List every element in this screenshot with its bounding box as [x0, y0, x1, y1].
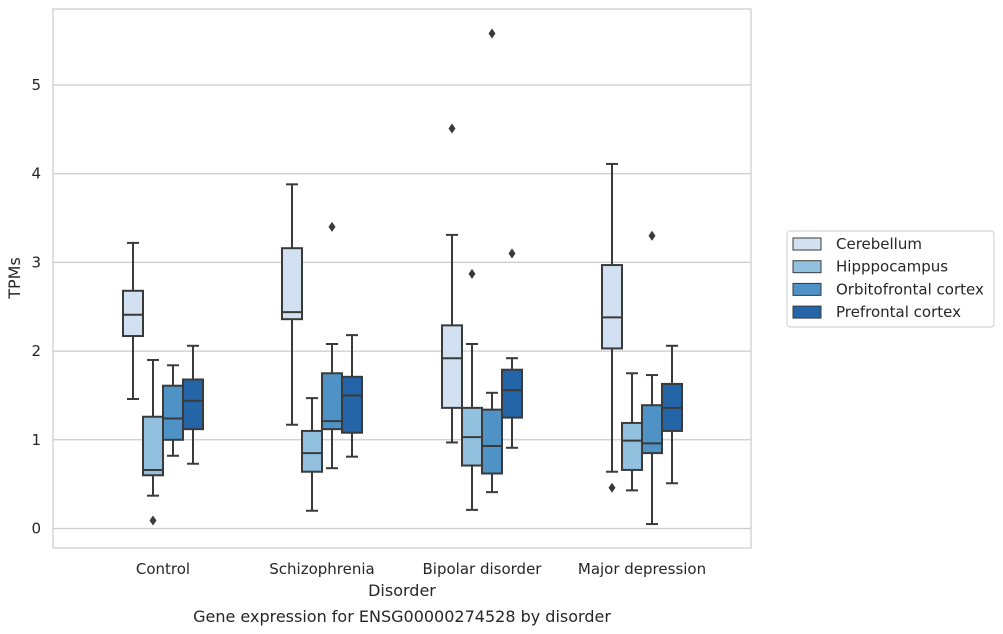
y-tick-labels: 0 1 2 3 4 5	[31, 76, 41, 538]
y-tick-label: 2	[31, 342, 41, 360]
x-tick-label: Bipolar disorder	[423, 560, 543, 578]
box-iqr	[341, 375, 363, 434]
outlier-point	[648, 230, 656, 241]
x-axis-title: Disorder	[368, 581, 436, 600]
box-hipppocampus	[301, 397, 323, 512]
legend-swatch	[792, 305, 822, 319]
plot-frame	[52, 8, 752, 549]
x-tick-label: Control	[136, 560, 190, 578]
y-tick-label: 4	[31, 165, 41, 183]
legend-label: Prefrontal cortex	[836, 303, 961, 321]
box-cerebellum	[122, 241, 144, 400]
box-iqr	[501, 368, 523, 419]
box-prefrontal-cortex	[341, 334, 363, 458]
outlier-point	[608, 482, 616, 493]
box-iqr	[481, 408, 503, 475]
box-iqr	[182, 378, 204, 431]
box-hipppocampus	[621, 372, 643, 492]
box-prefrontal-cortex	[661, 344, 683, 485]
box-iqr	[162, 384, 184, 441]
box-iqr	[621, 421, 643, 471]
legend-item: Hipppocampus	[792, 258, 948, 276]
box-iqr	[641, 404, 663, 455]
box-iqr	[601, 264, 623, 350]
box-iqr	[441, 324, 463, 409]
box-orbitofrontal-cortex	[321, 221, 343, 470]
box-cerebellum	[281, 183, 303, 426]
y-tick-label: 5	[31, 76, 41, 94]
y-tick-label: 1	[31, 431, 41, 449]
outlier-point	[488, 28, 496, 39]
outlier-point	[149, 515, 157, 526]
chart-caption: Gene expression for ENSG00000274528 by d…	[193, 607, 611, 626]
box-cerebellum	[601, 162, 623, 493]
box-hipppocampus	[142, 358, 164, 526]
box-cerebellum	[441, 123, 463, 444]
box-orbitofrontal-cortex	[481, 28, 503, 494]
outlier-point	[508, 248, 516, 259]
box-orbitofrontal-cortex	[641, 230, 663, 526]
legend-label: Orbitofrontal cortex	[836, 280, 984, 298]
box-prefrontal-cortex	[501, 248, 523, 449]
legend-frame	[786, 230, 995, 328]
outlier-point	[448, 123, 456, 134]
outlier-point	[468, 268, 476, 279]
box-iqr	[122, 289, 144, 338]
boxplot-series	[122, 28, 683, 526]
box-prefrontal-cortex	[182, 344, 204, 465]
y-axis-title: TPMs	[5, 257, 24, 300]
x-tick-label: Major depression	[578, 560, 706, 578]
box-iqr	[142, 415, 164, 477]
legend-swatch	[792, 260, 822, 274]
y-tick-label: 0	[31, 520, 41, 538]
legend: Cerebellum Hipppocampus Orbitofrontal cort…	[786, 230, 995, 328]
legend-item: Orbitofrontal cortex	[792, 280, 984, 298]
legend-swatch	[792, 237, 822, 251]
legend-label: Cerebellum	[836, 235, 922, 253]
legend-item: Prefrontal cortex	[792, 303, 961, 321]
box-orbitofrontal-cortex	[162, 364, 184, 457]
box-hipppocampus	[461, 268, 483, 511]
box-iqr	[301, 429, 323, 473]
legend-swatch	[792, 282, 822, 296]
x-tick-label: Schizophrenia	[269, 560, 374, 578]
y-tick-label: 3	[31, 253, 41, 271]
outlier-point	[328, 221, 336, 232]
legend-item: Cerebellum	[792, 235, 922, 253]
box-iqr	[281, 247, 303, 321]
legend-label: Hipppocampus	[836, 258, 948, 276]
x-tick-labels: Control Schizophrenia Bipolar disorder Majo…	[136, 560, 706, 578]
